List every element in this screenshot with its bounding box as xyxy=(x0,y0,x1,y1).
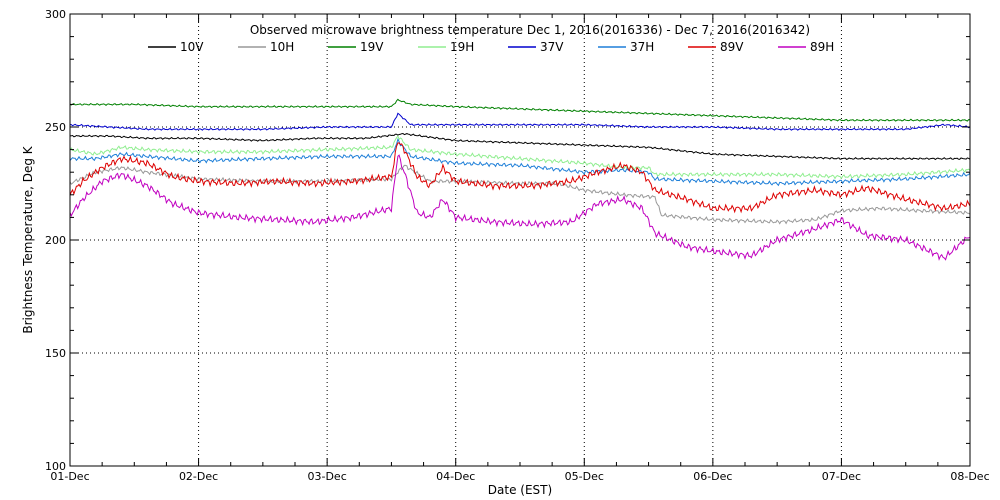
legend-label-19h: 19H xyxy=(450,40,474,54)
x-tick-label: 05-Dec xyxy=(565,470,604,483)
grid-lines xyxy=(70,14,970,466)
legend-label-19v: 19V xyxy=(360,40,384,54)
y-tick-label: 200 xyxy=(45,234,66,247)
x-tick-label: 04-Dec xyxy=(436,470,475,483)
series-line-89h xyxy=(69,154,971,261)
legend-label-89h: 89H xyxy=(810,40,834,54)
x-tick-label: 07-Dec xyxy=(822,470,861,483)
series-line-19h xyxy=(69,135,971,180)
series-line-19v xyxy=(69,98,971,122)
y-tick-label: 250 xyxy=(45,121,66,134)
x-tick-label: 01-Dec xyxy=(50,470,89,483)
series-lines xyxy=(69,98,971,261)
x-tick-label: 02-Dec xyxy=(179,470,218,483)
legend-label-10h: 10H xyxy=(270,40,294,54)
x-tick-label: 08-Dec xyxy=(950,470,989,483)
x-axis-ticks: 01-Dec 02-Dec 03-Dec 04-Dec 05-Dec 06-Dec 07-D… xyxy=(50,14,990,483)
x-tick-label: 03-Dec xyxy=(308,470,347,483)
series-line-10v xyxy=(69,132,971,161)
y-axis-ticks: 100 150 200 250 300 xyxy=(45,8,970,473)
y-axis-label: Brightness Temperature, Deg K xyxy=(21,145,35,333)
y-tick-label: 100 xyxy=(45,460,66,473)
legend-label-37h: 37H xyxy=(630,40,654,54)
legend-label-10v: 10V xyxy=(180,40,204,54)
x-tick-label: 06-Dec xyxy=(693,470,732,483)
legend-label-89v: 89V xyxy=(720,40,744,54)
series-line-37h xyxy=(69,137,971,187)
series-line-37v xyxy=(70,112,971,131)
legend: 10V 10H 19V 19H 37V 37H 89V 89H xyxy=(148,40,834,54)
series-line-89v xyxy=(69,142,971,214)
x-axis-label: Date (EST) xyxy=(488,483,552,497)
y-tick-label: 300 xyxy=(45,8,66,21)
legend-label-37v: 37V xyxy=(540,40,564,54)
chart-title: Observed microwave brightness temperatur… xyxy=(250,23,810,37)
y-tick-label: 150 xyxy=(45,347,66,360)
